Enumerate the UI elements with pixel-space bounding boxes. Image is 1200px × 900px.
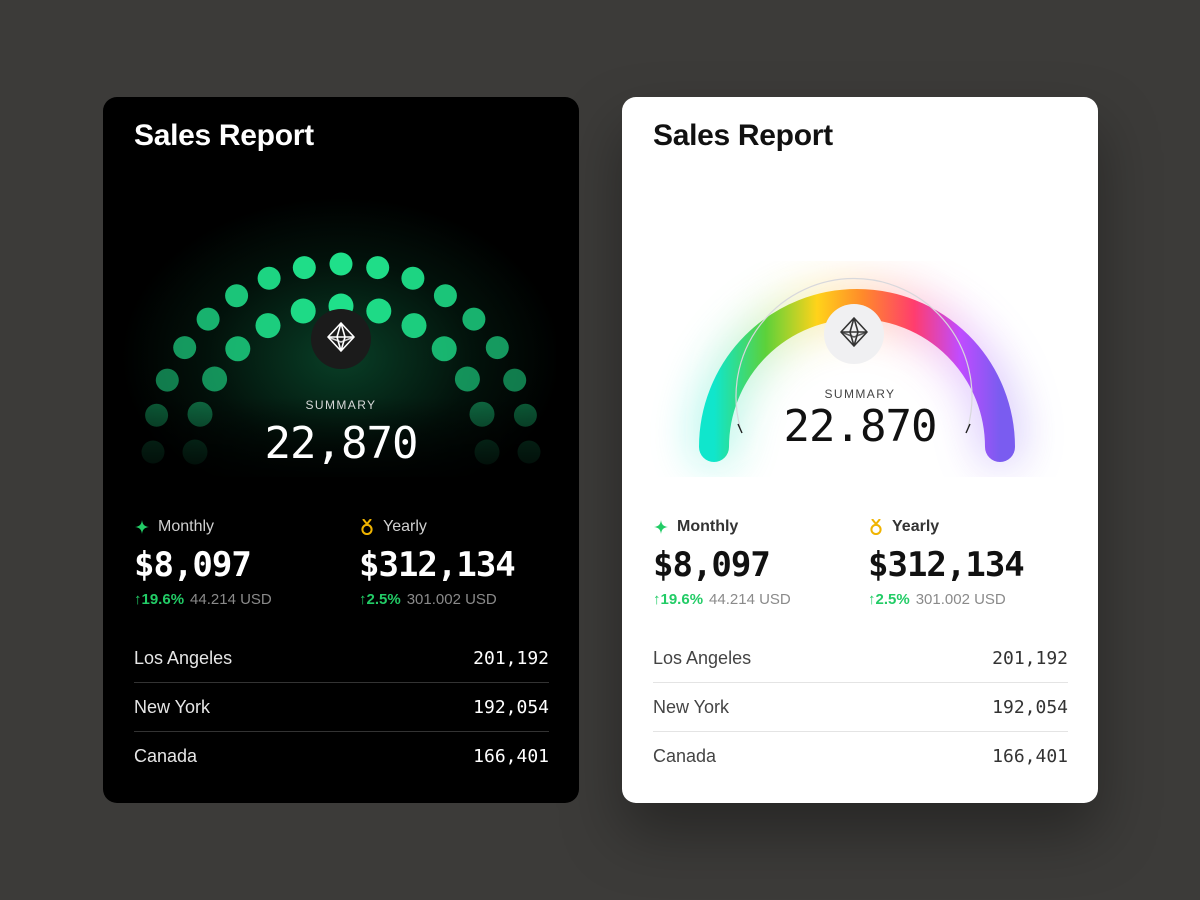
monthly-stat: Monthly $8,097 ↑19.6% 44.214 USD [653,517,791,608]
yearly-usd: 301.002 USD [915,591,1006,608]
emblem [824,304,884,364]
list-item[interactable]: Los Angeles 201,192 [653,634,1068,682]
gauge-dot [225,284,249,308]
yearly-label: Yearly [892,518,940,535]
list-item[interactable]: Canada 166,401 [653,731,1068,780]
card-title: Sales Report [134,119,314,152]
gauge-dot [292,256,316,280]
yearly-stat: Yearly $312,134 ↑2.5% 301.002 USD [359,517,516,608]
monthly-usd: 44.214 USD [709,591,791,608]
octahedron-icon [838,316,870,353]
gauge-dot [202,366,228,392]
gauge-dot [433,284,457,308]
monthly-label: Monthly [677,518,739,535]
summary-value: 22,870 [264,418,419,469]
location-name: New York [134,696,211,717]
summary-label: SUMMARY [305,398,377,412]
monthly-change: ↑19.6% [653,591,704,608]
gauge-dot [329,252,353,276]
summary-label: SUMMARY [824,387,896,401]
gauge-dot [401,266,425,290]
yearly-label: Yearly [383,518,427,535]
emblem [311,309,371,369]
location-value: 166,401 [992,745,1068,767]
location-list: Los Angeles 201,192 New York 192,054 Can… [134,634,549,780]
gauge-dot [401,313,427,339]
gauge-dot [431,336,457,362]
sales-report-card-light: Sales Report SUMMARY 22.870 Monthly $8,0… [622,97,1098,803]
list-item[interactable]: Los Angeles 201,192 [134,634,549,682]
sparkle-icon [653,519,669,535]
gauge-dot [462,307,486,331]
gauge-dot [155,368,179,392]
sparkle-icon [134,519,150,535]
yearly-change: ↑2.5% [359,591,401,608]
list-item[interactable]: Canada 166,401 [134,731,549,780]
location-name: Canada [653,745,717,766]
gauge-dot [454,366,480,392]
monthly-change: ↑19.6% [134,591,185,608]
sales-report-card-dark: Sales Report SUMMARY 22,870 Monthly $8,0… [103,97,579,803]
location-value: 201,192 [992,647,1068,669]
monthly-label: Monthly [158,518,215,535]
location-value: 166,401 [473,745,549,767]
location-name: Los Angeles [134,647,233,668]
location-list: Los Angeles 201,192 New York 192,054 Can… [653,634,1068,780]
location-name: Canada [134,745,198,766]
card-title: Sales Report [653,119,833,152]
medal-icon [868,519,884,535]
gauge-dot [257,266,281,290]
gauge-dot [225,336,251,362]
location-name: Los Angeles [653,647,752,668]
monthly-value: $8,097 [134,545,252,585]
gauge-dot [290,298,316,324]
yearly-change: ↑2.5% [868,591,910,608]
gauge-dot [196,307,220,331]
medal-icon [359,519,375,535]
list-item[interactable]: New York 192,054 [134,682,549,731]
monthly-value: $8,097 [653,545,771,585]
gauge-dot [366,298,392,324]
gauge-dot [503,368,527,392]
gauge-dot [366,256,390,280]
gauge-dot [255,313,281,339]
yearly-stat: Yearly $312,134 ↑2.5% 301.002 USD [868,517,1025,608]
gauge-dot [173,336,197,360]
summary-value: 22.870 [783,401,938,452]
yearly-value: $312,134 [868,545,1025,585]
location-value: 201,192 [473,647,549,669]
monthly-stat: Monthly $8,097 ↑19.6% 44.214 USD [134,517,272,608]
yearly-usd: 301.002 USD [406,591,497,608]
octahedron-icon [325,321,357,358]
location-name: New York [653,696,730,717]
location-value: 192,054 [473,696,549,718]
yearly-value: $312,134 [359,545,516,585]
list-item[interactable]: New York 192,054 [653,682,1068,731]
gauge-dot [485,336,509,360]
monthly-usd: 44.214 USD [190,591,272,608]
location-value: 192,054 [992,696,1068,718]
